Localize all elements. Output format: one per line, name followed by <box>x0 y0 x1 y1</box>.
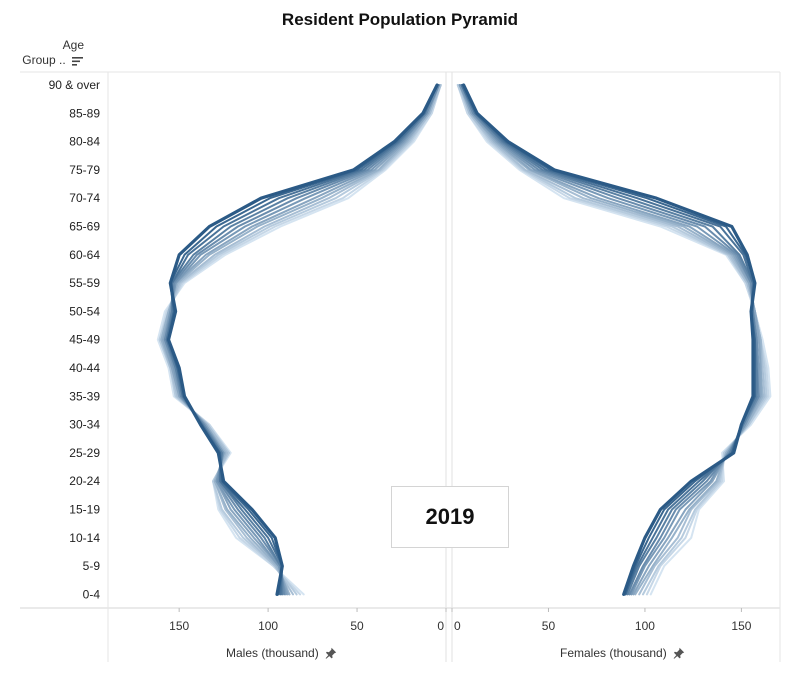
age-tick-label: 5-9 <box>83 559 101 573</box>
male-series-group <box>156 83 442 597</box>
age-tick-label: 45-49 <box>69 333 100 347</box>
pin-icon[interactable] <box>325 647 337 659</box>
female-series-line-11[interactable] <box>462 84 756 596</box>
age-tick-label: 90 & over <box>49 78 100 92</box>
age-group-header-line2: Group .. <box>22 53 66 67</box>
male-tick-label: 100 <box>258 619 278 633</box>
age-tick-label: 30-34 <box>69 418 100 432</box>
age-tick-label: 15-19 <box>69 503 100 517</box>
female-axis-title: Females (thousand) <box>560 646 685 660</box>
age-tick-label: 0-4 <box>83 587 101 601</box>
plot-frame <box>20 71 781 662</box>
male-axis-label: Males (thousand) <box>226 646 319 660</box>
female-series-group <box>456 83 772 597</box>
female-series-line-1[interactable] <box>456 84 772 596</box>
age-tick-label: 80-84 <box>69 135 100 149</box>
male-series-line-12[interactable] <box>166 83 439 597</box>
age-tick-label: 65-69 <box>69 220 100 234</box>
age-tick-label: 35-39 <box>69 389 100 403</box>
age-tick-label: 25-29 <box>69 446 100 460</box>
female-axis-ticks: 0 50 100 150 <box>451 608 752 633</box>
pin-icon[interactable] <box>673 647 685 659</box>
female-axis-label: Females (thousand) <box>560 646 667 660</box>
female-tick-label: 100 <box>635 619 655 633</box>
age-tick-label: 60-64 <box>69 248 100 262</box>
male-series-line-8[interactable] <box>163 84 440 596</box>
year-indicator: 2019 <box>391 486 509 548</box>
female-tick-label: 150 <box>731 619 751 633</box>
female-tick-label: 0 <box>454 619 461 633</box>
chart-title: Resident Population Pyramid <box>281 10 519 29</box>
male-tick-label: 150 <box>169 619 189 633</box>
age-tick-label: 20-24 <box>69 474 100 488</box>
age-tick-label: 75-79 <box>69 163 100 177</box>
age-tick-label: 70-74 <box>69 191 100 205</box>
male-axis-ticks: 150 100 50 0 <box>169 608 447 633</box>
female-series-line-8[interactable] <box>460 84 760 596</box>
male-axis-title: Males (thousand) <box>226 646 337 660</box>
female-series-line-12[interactable] <box>462 83 757 597</box>
age-group-header[interactable]: Age Group .. <box>18 38 84 68</box>
male-series-line-1[interactable] <box>156 84 442 596</box>
age-tick-labels: 0-4 5-9 10-14 15-19 20-24 25-29 30-34 35-39 40-4… <box>49 78 101 601</box>
age-tick-label: 55-59 <box>69 276 100 290</box>
age-group-header-line1: Age <box>62 38 84 52</box>
male-tick-label: 50 <box>350 619 364 633</box>
age-tick-label: 10-14 <box>69 531 100 545</box>
age-tick-label: 85-89 <box>69 106 100 120</box>
female-series-line-5[interactable] <box>458 84 764 596</box>
age-tick-label: 50-54 <box>69 304 100 318</box>
female-tick-label: 50 <box>542 619 556 633</box>
age-tick-label: 40-44 <box>69 361 100 375</box>
male-tick-label: 0 <box>437 619 444 633</box>
male-series-line-5[interactable] <box>160 84 440 596</box>
male-series-line-6[interactable] <box>162 84 440 596</box>
sort-icon[interactable] <box>72 56 84 66</box>
male-series-line-10[interactable] <box>165 84 439 596</box>
male-series-line-3[interactable] <box>158 84 442 596</box>
female-series-line-6[interactable] <box>458 84 762 596</box>
